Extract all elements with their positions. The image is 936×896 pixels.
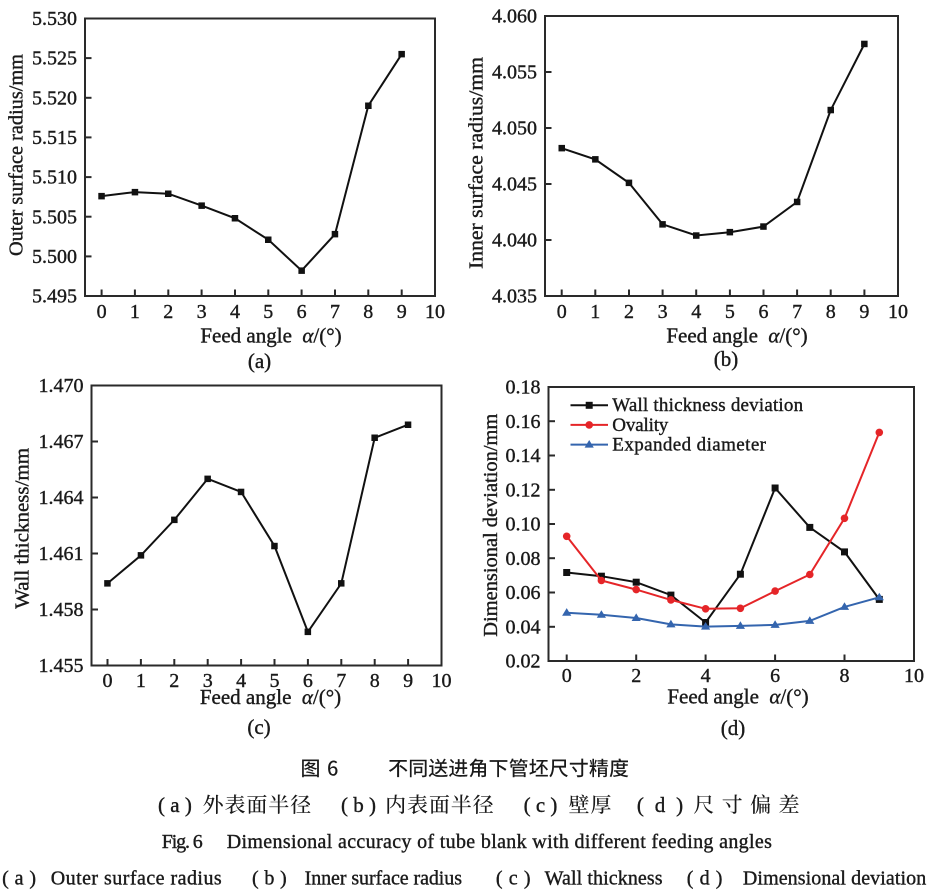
svg-text:5: 5 bbox=[725, 301, 735, 323]
svg-text:0.02: 0.02 bbox=[506, 651, 541, 673]
svg-text:( d ): ( d ) bbox=[687, 868, 723, 890]
svg-text:0.16: 0.16 bbox=[506, 411, 541, 433]
svg-text:6: 6 bbox=[297, 301, 307, 323]
svg-text:Fig. 6: Fig. 6 bbox=[162, 831, 203, 853]
svg-text:Inner surface radius/mm: Inner surface radius/mm bbox=[466, 57, 488, 269]
svg-text:4.035: 4.035 bbox=[492, 286, 537, 308]
svg-text:Ovality: Ovality bbox=[612, 415, 669, 436]
svg-text:Feed angle α/(°): Feed angle α/(°) bbox=[200, 685, 341, 709]
svg-text:6: 6 bbox=[770, 665, 780, 687]
svg-text:Wall thickness deviation: Wall thickness deviation bbox=[612, 395, 803, 416]
svg-text:4.055: 4.055 bbox=[492, 62, 537, 84]
svg-text:8: 8 bbox=[826, 301, 836, 323]
svg-text:1.458: 1.458 bbox=[39, 599, 84, 621]
svg-text:2: 2 bbox=[163, 301, 173, 323]
svg-text:0: 0 bbox=[97, 301, 107, 323]
svg-text:0.08: 0.08 bbox=[506, 548, 541, 570]
svg-text:1.467: 1.467 bbox=[39, 431, 84, 453]
svg-text:( a ): ( a ) bbox=[158, 793, 192, 817]
svg-text:5.505: 5.505 bbox=[32, 206, 77, 228]
svg-text:3: 3 bbox=[658, 301, 668, 323]
svg-text:Outer surface radius: Outer surface radius bbox=[51, 868, 222, 890]
svg-text:4.040: 4.040 bbox=[492, 230, 537, 252]
svg-text:5.530: 5.530 bbox=[32, 8, 77, 30]
svg-text:0.12: 0.12 bbox=[506, 479, 541, 501]
svg-text:0.06: 0.06 bbox=[506, 582, 541, 604]
svg-text:0.10: 0.10 bbox=[506, 514, 541, 536]
svg-text:3: 3 bbox=[203, 670, 213, 692]
svg-text:5.515: 5.515 bbox=[32, 127, 77, 149]
svg-text:1.461: 1.461 bbox=[39, 543, 84, 565]
svg-text:7: 7 bbox=[792, 301, 802, 323]
svg-text:( d ): ( d ) bbox=[637, 793, 683, 817]
svg-text:Wall thickness: Wall thickness bbox=[545, 868, 663, 890]
svg-text:5: 5 bbox=[270, 670, 280, 692]
svg-text:7: 7 bbox=[330, 301, 340, 323]
svg-text:0.04: 0.04 bbox=[506, 616, 541, 638]
svg-text:(b): (b) bbox=[714, 347, 739, 371]
svg-text:2: 2 bbox=[624, 301, 634, 323]
svg-text:8: 8 bbox=[840, 665, 850, 687]
svg-text:0: 0 bbox=[562, 665, 572, 687]
svg-text:5.500: 5.500 bbox=[32, 246, 77, 268]
svg-text:8: 8 bbox=[370, 670, 380, 692]
svg-text:0.18: 0.18 bbox=[506, 377, 541, 399]
svg-text:Dimensional accuracy of tube b: Dimensional accuracy of tube blank with … bbox=[227, 831, 772, 853]
svg-text:0: 0 bbox=[557, 301, 567, 323]
svg-text:Dimensional deviation/mm: Dimensional deviation/mm bbox=[480, 413, 502, 636]
svg-text:4: 4 bbox=[236, 670, 246, 692]
svg-text:1: 1 bbox=[136, 670, 146, 692]
svg-text:2: 2 bbox=[631, 665, 641, 687]
svg-text:1.455: 1.455 bbox=[39, 655, 84, 677]
svg-text:Inner surface radius: Inner surface radius bbox=[305, 868, 463, 890]
svg-text:4.060: 4.060 bbox=[492, 6, 537, 28]
svg-text:( c ): ( c ) bbox=[524, 793, 558, 817]
svg-text:10: 10 bbox=[425, 301, 445, 323]
svg-text:5.495: 5.495 bbox=[32, 286, 77, 308]
svg-text:4: 4 bbox=[701, 665, 711, 687]
svg-text:( a ): ( a ) bbox=[2, 868, 36, 890]
svg-text:4.050: 4.050 bbox=[492, 118, 537, 140]
svg-text:( c ): ( c ) bbox=[496, 868, 531, 890]
svg-text:5.520: 5.520 bbox=[32, 87, 77, 109]
svg-text:Expanded diameter: Expanded diameter bbox=[612, 434, 766, 455]
svg-text:9: 9 bbox=[859, 301, 869, 323]
svg-text:Dimensional deviation: Dimensional deviation bbox=[743, 868, 926, 890]
svg-text:0.14: 0.14 bbox=[506, 445, 541, 467]
svg-text:Outer surface radius/mm: Outer surface radius/mm bbox=[6, 54, 28, 256]
svg-text:0: 0 bbox=[103, 670, 113, 692]
svg-text:( b ): ( b ) bbox=[341, 793, 376, 817]
svg-text:10: 10 bbox=[888, 301, 908, 323]
svg-text:( b ): ( b ) bbox=[252, 868, 287, 890]
svg-text:8: 8 bbox=[363, 301, 373, 323]
svg-text:2: 2 bbox=[169, 670, 179, 692]
svg-text:3: 3 bbox=[197, 301, 207, 323]
svg-text:1.470: 1.470 bbox=[39, 375, 84, 397]
svg-text:9: 9 bbox=[403, 670, 413, 692]
svg-text:(d): (d) bbox=[721, 716, 746, 740]
svg-text:Feed angle α/(°): Feed angle α/(°) bbox=[200, 324, 341, 348]
svg-text:9: 9 bbox=[397, 301, 407, 323]
svg-text:1: 1 bbox=[130, 301, 140, 323]
svg-text:4.045: 4.045 bbox=[492, 174, 537, 196]
svg-text:5.525: 5.525 bbox=[32, 48, 77, 70]
svg-text:6: 6 bbox=[759, 301, 769, 323]
svg-text:Feed angle α/(°): Feed angle α/(°) bbox=[666, 324, 807, 348]
svg-text:1: 1 bbox=[590, 301, 600, 323]
svg-text:(a): (a) bbox=[248, 349, 271, 373]
svg-text:4: 4 bbox=[230, 301, 240, 323]
svg-text:4: 4 bbox=[691, 301, 701, 323]
svg-text:(c): (c) bbox=[247, 715, 270, 739]
svg-text:7: 7 bbox=[336, 670, 346, 692]
svg-text:1.464: 1.464 bbox=[39, 487, 84, 509]
svg-text:5.510: 5.510 bbox=[32, 167, 77, 189]
svg-text:Wall thickness/mm: Wall thickness/mm bbox=[12, 447, 34, 608]
svg-text:6: 6 bbox=[303, 670, 313, 692]
svg-text:Feed angle α/(°): Feed angle α/(°) bbox=[667, 685, 808, 709]
svg-text:10: 10 bbox=[904, 665, 924, 687]
svg-text:5: 5 bbox=[263, 301, 273, 323]
svg-text:10: 10 bbox=[432, 670, 452, 692]
